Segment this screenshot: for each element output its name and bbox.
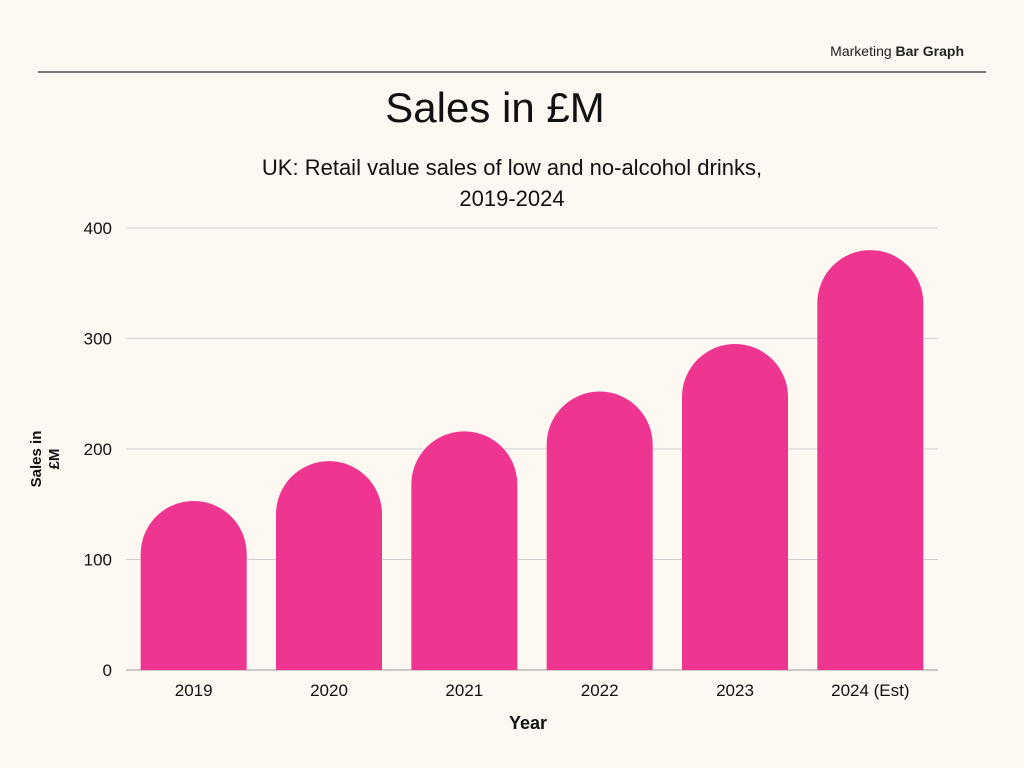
chart-subtitle-line-2: 2019-2024 [459,186,565,211]
y-tick-label: 200 [84,440,112,459]
bar-2023 [682,344,788,670]
y-axis-title-line-2: £M [46,449,63,470]
x-tick-label: 2023 [716,681,754,700]
x-axis-title: Year [509,713,547,733]
y-tick-label: 400 [84,219,112,238]
y-axis-title-line-1: Sales in [28,431,45,488]
x-tick-label: 2021 [445,681,483,700]
x-tick-label: 2024 (Est) [831,681,909,700]
bar-2020 [276,461,382,670]
y-axis-ticks: 0 100 200 300 400 [84,219,112,680]
gridlines [126,227,938,671]
y-tick-label: 0 [103,661,112,680]
x-tick-label: 2019 [175,681,213,700]
bar-2019 [140,500,247,670]
header-divider [38,71,986,73]
bar-2024-est [817,250,924,670]
bars [140,250,924,670]
header-tag-bold: Bar Graph [895,43,964,59]
chart-title: Sales in £M [385,84,605,131]
chart-subtitle: UK: Retail value sales of low and no-alc… [0,152,1024,214]
bar-2022 [546,391,653,670]
header-tag: Marketing Bar Graph [830,43,964,59]
x-tick-label: 2020 [310,681,348,700]
chart-subtitle-line-1: UK: Retail value sales of low and no-alc… [261,155,763,180]
header-tag-plain: Marketing [830,43,892,59]
y-tick-label: 300 [84,330,112,349]
x-tick-label: 2022 [581,681,619,700]
bar-2021 [411,431,518,670]
y-tick-label: 100 [84,551,112,570]
x-axis-ticks: 2019 2020 2021 2022 2023 2024 (Est) [175,681,910,700]
